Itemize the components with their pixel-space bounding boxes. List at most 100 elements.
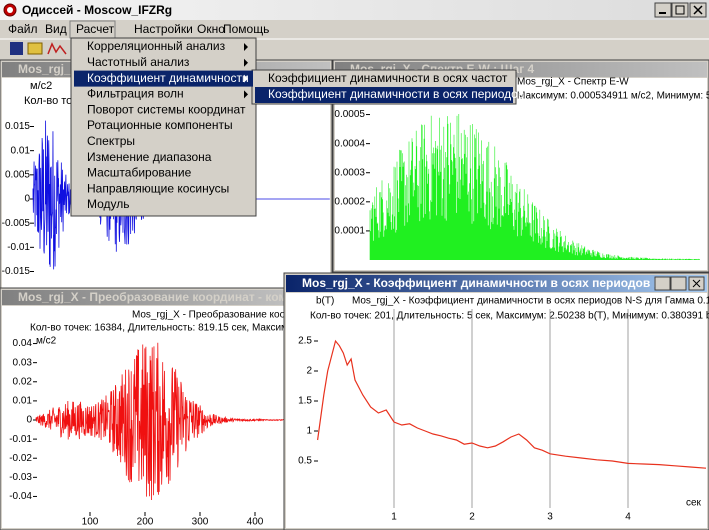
- window-title: Mos_rgj_X - Преобразование координат - к…: [18, 290, 295, 304]
- y-tick-label: 0.0001: [334, 226, 365, 237]
- submenu-arrow: [244, 90, 248, 99]
- y-tick-label: 0.01: [13, 396, 33, 407]
- y-tick-label: 0.03: [13, 357, 33, 368]
- y-tick-label: 1: [306, 426, 312, 437]
- minimize-button[interactable]: [654, 2, 672, 18]
- dropdown-item[interactable]: Фильтрация волн: [87, 87, 184, 101]
- tool-graph[interactable]: [47, 42, 67, 55]
- signal-trace: [35, 342, 286, 501]
- info-label: Кол-во точек: 201, Длительность: 5 сек, …: [310, 311, 709, 322]
- unit-label: b(T): [316, 296, 334, 307]
- x-tick-label: 3: [547, 512, 553, 523]
- y-tick-label: 0.0004: [334, 138, 365, 149]
- submenu-arrow: [244, 58, 248, 67]
- y-tick-label: -0.01: [7, 242, 30, 253]
- x-tick-label: 4: [625, 512, 631, 523]
- unit-label: м/с2: [30, 80, 52, 92]
- menu-item[interactable]: Расчет: [76, 22, 115, 36]
- dropdown-item[interactable]: Коэффициент динамичности: [87, 71, 249, 85]
- x-tick-label: 400: [247, 517, 264, 528]
- submenu-arrow: [244, 43, 248, 51]
- y-tick-label: -0.015: [2, 266, 31, 277]
- y-tick-label: 0.005: [5, 169, 30, 180]
- y-tick-label: -0.04: [9, 491, 32, 502]
- x-tick-label: 1: [391, 512, 397, 523]
- submenu-item[interactable]: Коэффициент динамичности в осях периодов: [268, 87, 524, 101]
- y-tick-label: -0.03: [9, 472, 32, 483]
- maximize-button[interactable]: [670, 276, 687, 291]
- x-tick-label: 100: [82, 517, 99, 528]
- dropdown-item[interactable]: Ротационные компоненты: [87, 118, 233, 132]
- y-tick-label: 0.04: [13, 338, 33, 349]
- menu-bar: Файл Вид Расчет Настройки Окно Помощь: [8, 20, 269, 39]
- close-glyph: [692, 279, 701, 288]
- y-tick-label: 1.5: [298, 396, 312, 407]
- dropdown-item[interactable]: Изменение диапазона: [87, 150, 212, 164]
- y-tick-label: 0.015: [5, 121, 30, 132]
- dropdown-item[interactable]: Масштабирование: [87, 166, 192, 180]
- app-window-buttons: [654, 2, 707, 18]
- app-title: Одиссей - Moscow_IFZRg: [22, 3, 172, 17]
- submenu-item[interactable]: Коэффициент динамичности в осях частот: [268, 71, 508, 85]
- menu-item[interactable]: Помощь: [223, 22, 269, 36]
- child-window: Mos_rgj_X - Преобразование координат - к…: [0, 287, 336, 530]
- dropdown-frame: [70, 37, 257, 217]
- window-title: Mos_rgj_X - Коэффициент динамичности в о…: [302, 276, 676, 290]
- dropdown-item[interactable]: Корреляционный анализ: [87, 39, 226, 53]
- y-tick-label: 0.0002: [334, 196, 365, 207]
- app-icon-inner: [7, 7, 13, 13]
- spectrum-trace: [369, 114, 700, 260]
- window-title-bar: [2, 290, 290, 305]
- menu-item[interactable]: Настройки: [134, 22, 193, 36]
- subtitle: Mos_rgj_X - Спектр E-W: [517, 77, 629, 88]
- dropdown-item[interactable]: Поворот системы координат: [87, 102, 246, 116]
- dropdown-item[interactable]: Модуль: [87, 197, 130, 211]
- submenu-arrow: [244, 74, 248, 83]
- tool-save[interactable]: [10, 42, 23, 55]
- minimize-button[interactable]: [654, 276, 671, 291]
- y-tick-label: 0.02: [13, 376, 33, 387]
- menu-highlight: [255, 87, 513, 103]
- menu-item[interactable]: Окно: [197, 22, 225, 36]
- dropdown-item[interactable]: Частотный анализ: [87, 55, 190, 69]
- menu-highlight: [74, 70, 253, 87]
- x-axis-label: сек: [686, 498, 702, 509]
- y-tick-label: 0: [26, 415, 32, 426]
- dropdown-menu: Корреляционный анализ Частотный анализ Коэ…: [70, 37, 524, 217]
- plot-area: [286, 293, 707, 528]
- info-label: Максимум: 0.000534911 м/с2, Минимум: 5.9…: [517, 91, 709, 102]
- subtitle: Mos_rgj_X - Коэффициент динамичности в о…: [352, 295, 709, 307]
- y-tick-label: 2: [306, 366, 312, 377]
- y-tick-label: 0: [24, 194, 30, 205]
- subtitle: Mos_rgj_X - Преобразование координат: [132, 309, 318, 321]
- menu-item[interactable]: Файл: [8, 22, 38, 36]
- window-title-bar: [286, 275, 707, 292]
- x-tick-label: 2: [469, 512, 475, 523]
- data-line: [317, 339, 707, 469]
- tool-open[interactable]: [27, 42, 43, 55]
- y-tick-label: -0.01: [9, 434, 32, 445]
- window-title: Mos_rgj_: [18, 62, 71, 76]
- y-tick-label: 0.01: [11, 145, 31, 156]
- menu-item[interactable]: Вид: [45, 22, 67, 36]
- y-tick-label: 0.0005: [334, 109, 365, 120]
- maximize-button[interactable]: [671, 2, 689, 18]
- dropdown-item[interactable]: Направляющие косинусы: [87, 181, 229, 195]
- y-tick-label: 0.5: [298, 456, 312, 467]
- close-glyph: [693, 5, 703, 15]
- app-title-bar: [0, 0, 709, 20]
- y-tick-label: 2.5: [298, 336, 312, 347]
- y-tick-label: -0.005: [2, 218, 31, 229]
- child-window: Mos_rgj_X - Коэффициент динамичности в о…: [283, 272, 709, 530]
- dropdown-item[interactable]: Спектры: [87, 134, 135, 148]
- x-tick-label: 300: [192, 517, 209, 528]
- y-tick-label: -0.02: [9, 453, 32, 464]
- info-label: Кол-во точек: 16384, Длительность: 819.1…: [30, 323, 336, 334]
- y-tick-label: 0.0003: [334, 167, 365, 178]
- maximize-glyph: [675, 5, 685, 15]
- x-tick-label: 200: [137, 517, 154, 528]
- unit-label: м/с2: [36, 336, 57, 347]
